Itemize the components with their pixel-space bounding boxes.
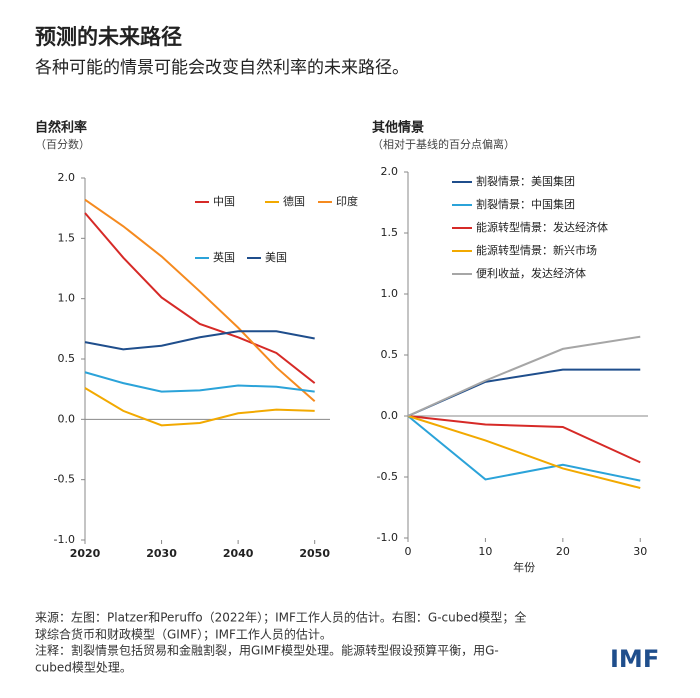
y-tick-label: 1.0	[58, 292, 76, 305]
series-line	[407, 415, 641, 464]
series-line	[407, 415, 641, 489]
legend-label: 印度	[336, 194, 358, 208]
footnote: 来源：左图：Platzer和Peruffo（2022年）；IMF工作人员的估计。…	[35, 610, 526, 625]
y-tick-label: -1.0	[54, 533, 75, 546]
legend-label: 英国	[213, 250, 235, 264]
series-line	[84, 212, 316, 384]
panel-title: 自然利率	[35, 120, 87, 136]
x-tick-label: 30	[633, 545, 647, 558]
series-line	[84, 387, 315, 427]
y-tick-label: -1.0	[377, 531, 398, 544]
y-tick-label: 0.0	[58, 412, 76, 425]
series-line	[84, 198, 316, 402]
x-tick-label: 0	[405, 545, 412, 558]
panel-subtitle: （相对于基线的百分点偏离）	[372, 137, 515, 151]
legend-label: 能源转型情景：新兴市场	[476, 243, 597, 257]
x-axis-label: 年份	[513, 560, 535, 574]
logo: IMF	[610, 645, 659, 673]
page-title: 预测的未来路径	[35, 25, 182, 49]
legend-label: 美国	[265, 251, 287, 264]
x-tick-label: 2020	[70, 547, 101, 560]
y-tick-label: 0.5	[58, 352, 76, 365]
footnote: cubed模型处理。	[35, 661, 132, 675]
series-line	[407, 368, 641, 417]
y-tick-label: 1.5	[381, 226, 399, 239]
footnote: 注释：割裂情景包括贸易和金融割裂，用GIMF模型处理。能源转型假设预算平衡，用G…	[35, 643, 499, 658]
panel-subtitle: （百分数）	[35, 138, 90, 151]
series-line	[407, 335, 641, 417]
y-tick-label: 2.0	[381, 165, 399, 178]
legend-label: 能源转型情景：发达经济体	[476, 220, 608, 234]
y-tick-label: -0.5	[377, 470, 398, 483]
series-line	[84, 371, 315, 393]
legend-label: 德国	[283, 194, 305, 208]
legend-label: 中国	[213, 195, 235, 208]
y-tick-label: 1.5	[58, 231, 76, 244]
y-tick-label: -0.5	[54, 473, 75, 486]
x-tick-label: 10	[478, 545, 492, 558]
x-tick-label: 20	[556, 545, 570, 558]
y-tick-label: 0.5	[381, 348, 399, 361]
x-tick-label: 2040	[223, 547, 254, 560]
footnote: 球综合货币和财政模型（GIMF）；IMF工作人员的估计。	[35, 627, 332, 642]
legend-label: 便利收益，发达经济体	[476, 266, 586, 280]
y-tick-label: 0.0	[381, 409, 399, 422]
legend-label: 割裂情景：美国集团	[476, 174, 575, 188]
legend-label: 割裂情景：中国集团	[476, 197, 575, 211]
y-tick-label: 1.0	[381, 287, 399, 300]
x-tick-label: 2050	[299, 547, 330, 560]
y-tick-label: 2.0	[58, 171, 76, 184]
x-tick-label: 2030	[146, 547, 177, 560]
series-line	[84, 330, 315, 351]
page-subtitle: 各种可能的情景可能会改变自然利率的未来路径。	[35, 58, 409, 78]
series-line	[407, 415, 641, 482]
panel-title: 其他情景	[372, 120, 424, 136]
